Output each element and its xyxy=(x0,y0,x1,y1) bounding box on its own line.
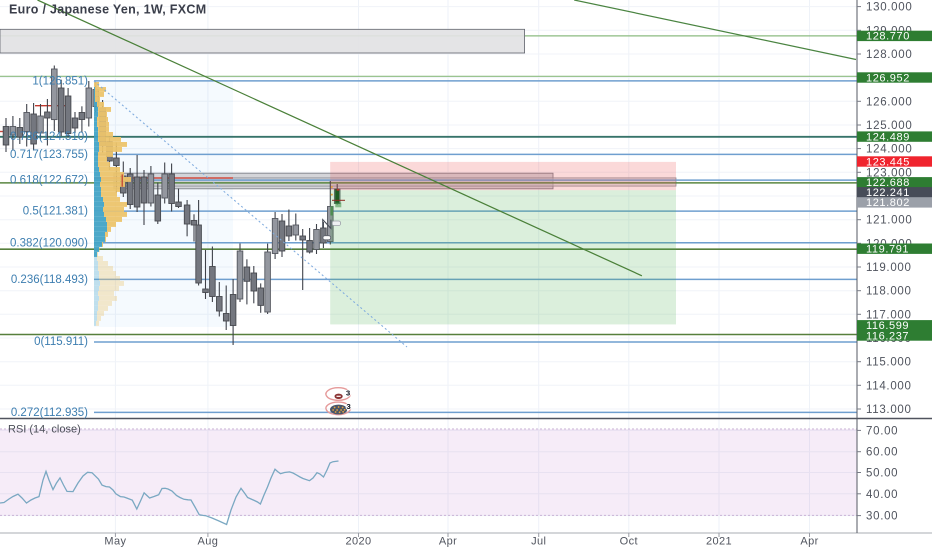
svg-text:124.000: 124.000 xyxy=(866,144,912,156)
svg-text:0(115.911): 0(115.911) xyxy=(34,336,88,348)
svg-text:0.786(124.510): 0.786(124.510) xyxy=(10,131,88,143)
svg-text:116.599: 116.599 xyxy=(866,320,909,332)
svg-text:Oct: Oct xyxy=(620,536,638,548)
svg-text:123.445: 123.445 xyxy=(866,156,910,168)
svg-text:Jul: Jul xyxy=(531,536,546,548)
svg-text:40.00: 40.00 xyxy=(866,489,898,501)
svg-text:122.241: 122.241 xyxy=(866,187,910,199)
svg-text:60.00: 60.00 xyxy=(866,447,898,459)
svg-text:0.236(118.493): 0.236(118.493) xyxy=(11,274,88,286)
svg-text:0.717(123.755): 0.717(123.755) xyxy=(10,149,88,161)
svg-text:128.000: 128.000 xyxy=(866,49,912,61)
svg-text:128.770: 128.770 xyxy=(866,31,910,43)
svg-text:114.000: 114.000 xyxy=(866,380,912,392)
svg-text:0.272(112.935): 0.272(112.935) xyxy=(11,407,88,419)
svg-text:Apr: Apr xyxy=(439,536,457,548)
svg-text:0.382(120.090): 0.382(120.090) xyxy=(10,237,88,249)
svg-text:3: 3 xyxy=(347,402,351,411)
svg-text:119.791: 119.791 xyxy=(866,244,909,256)
svg-text:3: 3 xyxy=(347,402,351,411)
svg-text:125.000: 125.000 xyxy=(866,120,912,132)
svg-text:2020: 2020 xyxy=(345,536,371,548)
svg-text:122.688: 122.688 xyxy=(866,177,910,189)
svg-text:30.00: 30.00 xyxy=(866,511,898,523)
svg-text:1(126.851): 1(126.851) xyxy=(32,76,88,88)
svg-text:121.802: 121.802 xyxy=(866,197,910,209)
svg-text:115.000: 115.000 xyxy=(866,357,912,369)
svg-text:50.00: 50.00 xyxy=(866,468,898,480)
svg-text:0.618(122.672): 0.618(122.672) xyxy=(10,175,88,187)
svg-text:Euro / Japanese Yen, 1W, FXCM: Euro / Japanese Yen, 1W, FXCM xyxy=(9,3,206,17)
svg-text:3: 3 xyxy=(346,388,350,397)
svg-text:May: May xyxy=(104,536,126,548)
svg-text:113.000: 113.000 xyxy=(866,404,912,416)
svg-text:0.5(121.381): 0.5(121.381) xyxy=(23,206,88,218)
svg-text:Aug: Aug xyxy=(198,536,219,548)
svg-text:126.000: 126.000 xyxy=(866,96,912,108)
svg-text:2021: 2021 xyxy=(706,536,732,548)
svg-text:126.952: 126.952 xyxy=(866,72,910,84)
svg-text:123.000: 123.000 xyxy=(866,167,912,179)
svg-text:119.000: 119.000 xyxy=(866,262,912,274)
svg-text:3: 3 xyxy=(346,388,350,397)
svg-text:116.237: 116.237 xyxy=(866,330,909,342)
svg-text:124.489: 124.489 xyxy=(866,131,910,143)
svg-text:70.00: 70.00 xyxy=(866,425,898,437)
svg-text:RSI (14, close): RSI (14, close) xyxy=(8,424,81,436)
svg-text:130.000: 130.000 xyxy=(866,2,912,14)
svg-text:117.000: 117.000 xyxy=(866,309,912,321)
svg-text:121.000: 121.000 xyxy=(866,215,912,227)
svg-text:118.000: 118.000 xyxy=(866,286,912,298)
svg-text:Apr: Apr xyxy=(800,536,818,548)
